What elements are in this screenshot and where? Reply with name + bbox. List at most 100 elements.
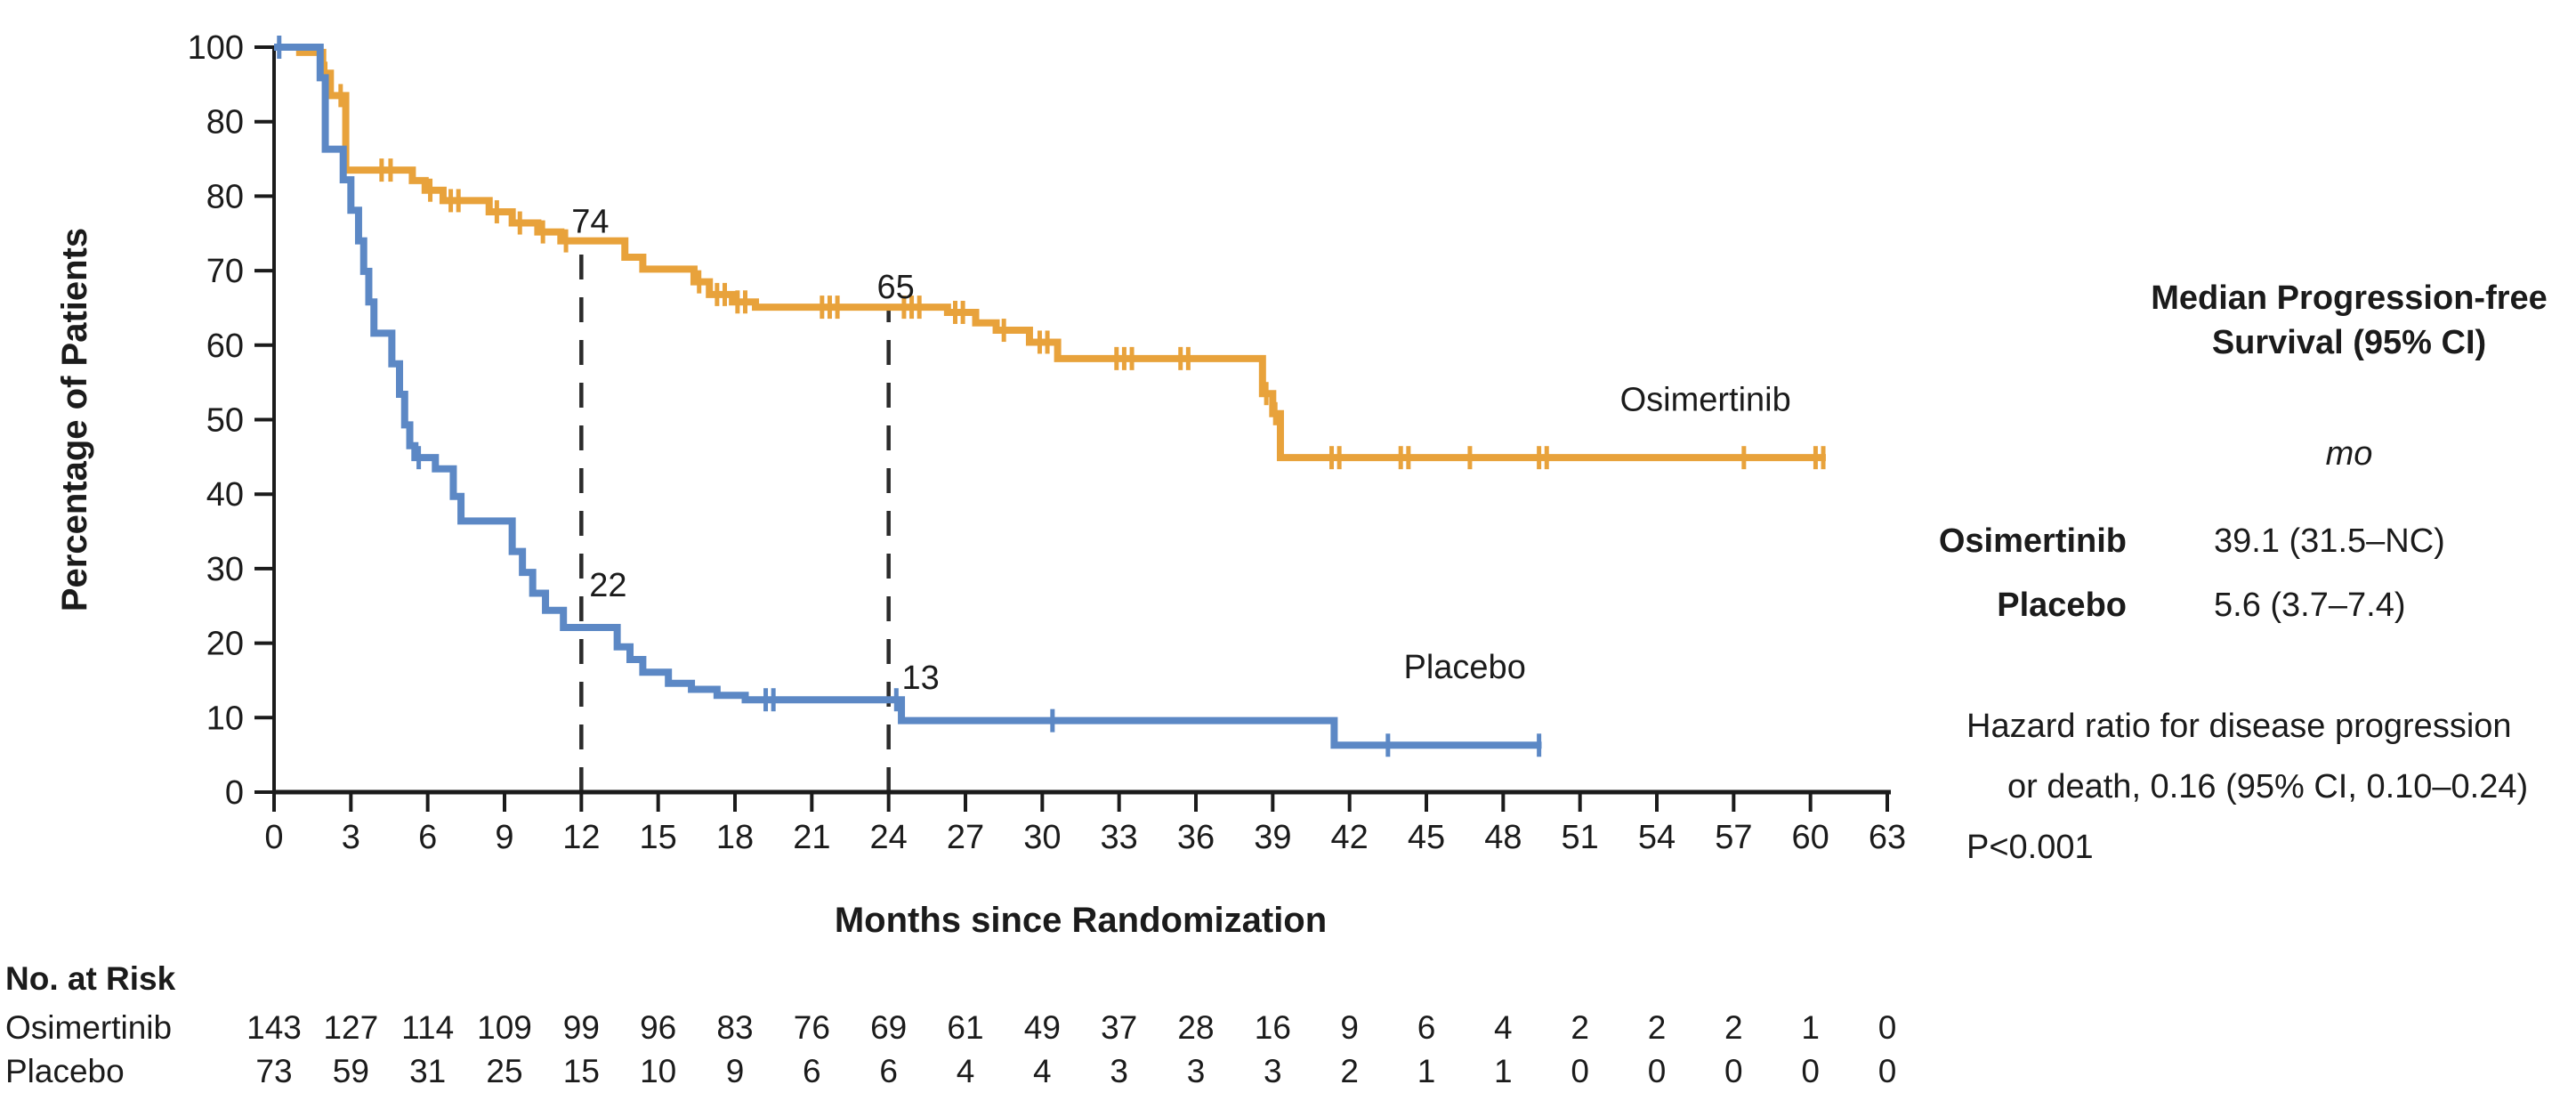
risk-count: 4 — [957, 1053, 975, 1089]
hazard-line2: or death, 0.16 (95% CI, 0.10–0.24) — [2007, 768, 2529, 805]
risk-table-header: No. at Risk — [5, 960, 176, 997]
risk-count: 1 — [1494, 1053, 1513, 1089]
stats-unit: mo — [2325, 435, 2373, 473]
stats-title-line1: Median Progression-free — [2151, 279, 2548, 317]
x-tick-label: 12 — [562, 819, 600, 856]
y-tick-label: 80 — [206, 104, 244, 142]
risk-count: 1 — [1801, 1009, 1820, 1046]
y-tick-label: 60 — [206, 328, 244, 365]
risk-count: 0 — [1724, 1053, 1743, 1089]
x-tick-label: 21 — [793, 819, 830, 856]
risk-count: 4 — [1033, 1053, 1052, 1089]
x-tick-label: 3 — [342, 819, 360, 856]
x-tick-label: 30 — [1023, 819, 1061, 856]
stats-row-label: Placebo — [1997, 587, 2127, 624]
risk-count: 0 — [1801, 1053, 1820, 1089]
stats-panel-title: Median Progression-free Survival (95% CI… — [2122, 276, 2576, 365]
y-tick-label: 50 — [206, 402, 244, 440]
stats-panel: Median Progression-free Survival (95% CI… — [1922, 0, 2576, 1117]
x-tick-label: 15 — [640, 819, 677, 856]
x-tick-label: 36 — [1177, 819, 1215, 856]
x-tick-label: 9 — [495, 819, 513, 856]
stats-title-line2: Survival (95% CI) — [2211, 324, 2487, 361]
risk-count: 10 — [640, 1053, 676, 1089]
risk-count: 6 — [1417, 1009, 1436, 1046]
risk-count: 25 — [486, 1053, 522, 1089]
y-tick-label: 80 — [206, 178, 244, 215]
stats-row-osimertinib: Osimertinib 39.1 (31.5–NC) — [1922, 522, 2576, 561]
risk-count: 6 — [879, 1053, 898, 1089]
x-tick-label: 6 — [418, 819, 437, 856]
annotation-65: 65 — [877, 269, 915, 306]
risk-count: 9 — [726, 1053, 745, 1089]
x-tick-label: 18 — [716, 819, 754, 856]
risk-count: 28 — [1177, 1009, 1214, 1046]
x-tick-label: 45 — [1408, 819, 1445, 856]
x-tick-label: 60 — [1792, 819, 1829, 856]
risk-count: 3 — [1187, 1053, 1206, 1089]
risk-count: 0 — [1878, 1009, 1897, 1046]
risk-count: 2 — [1648, 1009, 1667, 1046]
risk-count: 59 — [333, 1053, 369, 1089]
placebo-series: Placebo — [274, 36, 1542, 757]
stats-row-value: 39.1 (31.5–NC) — [2214, 522, 2445, 560]
risk-count: 9 — [1340, 1009, 1359, 1046]
risk-row-label-placebo: Placebo — [5, 1053, 125, 1089]
annotation-74: 74 — [571, 204, 609, 241]
stats-row-placebo: Placebo 5.6 (3.7–7.4) — [1922, 587, 2576, 625]
risk-count: 2 — [1571, 1009, 1589, 1046]
risk-count: 96 — [640, 1009, 676, 1046]
x-tick-label: 39 — [1254, 819, 1291, 856]
x-tick-label: 57 — [1715, 819, 1752, 856]
y-tick-label: 10 — [206, 700, 244, 737]
risk-count: 83 — [716, 1009, 753, 1046]
y-tick-label: 70 — [206, 253, 244, 290]
risk-count: 0 — [1878, 1053, 1897, 1089]
risk-count: 109 — [477, 1009, 532, 1046]
landmark-annotations: 74 65 22 13 — [571, 204, 940, 698]
risk-count: 2 — [1340, 1053, 1359, 1089]
series-label-osimertinib: Osimertinib — [1620, 381, 1791, 418]
osimertinib-series: Osimertinib — [274, 44, 1826, 470]
y-axis-title: Percentage of Patients — [55, 228, 94, 611]
series-label-placebo: Placebo — [1404, 649, 1526, 686]
risk-count: 61 — [947, 1009, 983, 1046]
risk-count: 76 — [794, 1009, 830, 1046]
y-tick-label: 30 — [206, 551, 244, 588]
stats-row-value: 5.6 (3.7–7.4) — [2214, 587, 2406, 624]
risk-count: 6 — [803, 1053, 821, 1089]
risk-count: 4 — [1494, 1009, 1513, 1046]
risk-count: 99 — [563, 1009, 600, 1046]
risk-count: 31 — [409, 1053, 446, 1089]
risk-count: 37 — [1101, 1009, 1137, 1046]
reference-lines — [579, 240, 891, 792]
risk-count: 127 — [323, 1009, 378, 1046]
risk-count: 114 — [401, 1009, 454, 1046]
p-value: P<0.001 — [1966, 829, 2094, 866]
risk-count: 0 — [1648, 1053, 1667, 1089]
y-tick-label: 40 — [206, 476, 244, 514]
risk-count: 3 — [1110, 1053, 1128, 1089]
annotation-22: 22 — [589, 567, 626, 604]
y-tick-label: 20 — [206, 626, 244, 663]
x-tick-label: 0 — [264, 819, 283, 856]
risk-count: 73 — [255, 1053, 292, 1089]
risk-count: 2 — [1724, 1009, 1743, 1046]
y-tick-label: 0 — [225, 774, 244, 812]
placebo-curve — [274, 44, 1542, 749]
x-tick-label: 63 — [1869, 819, 1906, 856]
risk-count: 1 — [1417, 1053, 1436, 1089]
risk-count: 3 — [1264, 1053, 1282, 1089]
risk-count: 16 — [1255, 1009, 1291, 1046]
risk-count: 0 — [1571, 1053, 1589, 1089]
hazard-line1: Hazard ratio for disease progression — [1966, 708, 2512, 745]
annotation-13: 13 — [902, 660, 940, 697]
x-tick-label: 27 — [947, 819, 984, 856]
risk-count: 15 — [563, 1053, 600, 1089]
risk-count: 49 — [1024, 1009, 1061, 1046]
y-tick-label: 100 — [188, 29, 244, 67]
x-tick-label: 48 — [1484, 819, 1522, 856]
